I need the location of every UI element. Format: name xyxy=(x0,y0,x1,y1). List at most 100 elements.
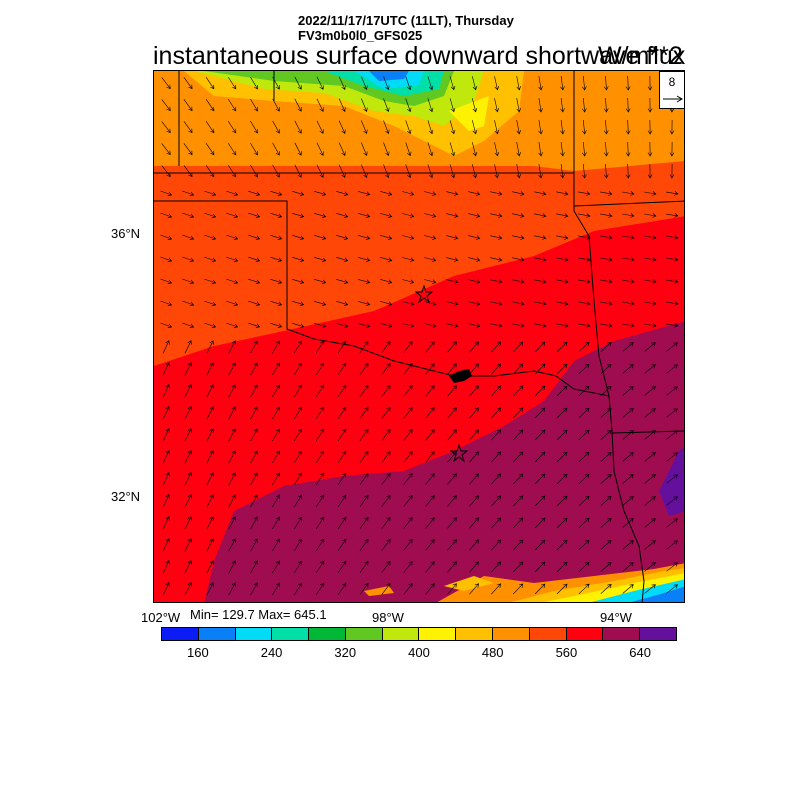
wind-vector-arrow xyxy=(381,538,391,551)
wind-vector-arrow xyxy=(205,99,215,112)
wind-vector-arrow xyxy=(512,301,525,306)
wind-vector-arrow xyxy=(666,562,678,572)
wind-vector-arrow xyxy=(446,301,459,306)
wind-vector-arrow xyxy=(560,164,565,179)
wind-vector-arrow xyxy=(512,213,525,218)
wind-vector-arrow xyxy=(405,164,412,179)
wind-vector-arrow xyxy=(383,120,390,135)
wind-vector-arrow xyxy=(603,75,609,91)
wind-vector-arrow xyxy=(468,323,481,328)
wind-vector-arrow xyxy=(582,163,587,179)
wind-vector-arrow xyxy=(206,362,214,376)
wind-vector-arrow xyxy=(294,428,303,442)
legend-swatch xyxy=(198,628,236,640)
wind-vector-arrow xyxy=(622,430,634,440)
wind-vector-arrow xyxy=(472,120,478,135)
wind-vector-arrow xyxy=(512,451,524,463)
wind-vector-arrow xyxy=(534,539,546,551)
wind-vector-arrow xyxy=(294,340,303,354)
wind-vector-arrow xyxy=(315,406,325,420)
wind-vector-arrow xyxy=(206,538,214,552)
wind-vector-arrow xyxy=(314,191,327,196)
wind-vector-arrow xyxy=(182,300,195,307)
wind-vector-arrow xyxy=(337,538,347,551)
wind-vector-arrow xyxy=(534,407,546,419)
wind-vector-arrow xyxy=(314,213,327,218)
wind-vector-arrow xyxy=(622,496,634,506)
wind-vector-arrow xyxy=(294,450,303,464)
wind-vector-arrow xyxy=(183,165,193,178)
wind-vector-arrow xyxy=(560,98,565,113)
wind-vector-arrow xyxy=(359,384,369,397)
wind-vector-arrow xyxy=(622,191,635,196)
wind-vector-arrow xyxy=(449,76,456,91)
wind-vector-arrow xyxy=(184,406,192,420)
legend-swatch xyxy=(382,628,420,640)
wind-vector-arrow xyxy=(534,385,546,397)
wind-vector-arrow xyxy=(383,142,390,157)
wind-vector-arrow xyxy=(600,540,612,550)
wind-vector-arrow xyxy=(403,561,413,573)
wind-vector-arrow xyxy=(403,385,413,397)
wind-vector-arrow xyxy=(622,342,634,352)
wind-vector-arrow xyxy=(162,450,170,464)
wind-vector-arrow xyxy=(666,235,679,240)
wind-vector-arrow xyxy=(516,164,521,179)
wind-vector-arrow xyxy=(314,235,327,240)
wind-vector-arrow xyxy=(556,451,568,463)
wind-vector-arrow xyxy=(205,121,215,134)
wind-vector-arrow xyxy=(228,362,236,376)
legend-swatch xyxy=(493,628,530,640)
wind-vector-arrow xyxy=(669,119,675,135)
wind-vector-arrow xyxy=(556,235,569,240)
wind-vector-arrow xyxy=(494,120,500,135)
wind-vector-arrow xyxy=(315,428,325,442)
wind-vector-arrow xyxy=(666,452,678,462)
wind-vector-arrow xyxy=(162,362,170,376)
wind-vector-arrow xyxy=(337,340,347,353)
wind-vector-arrow xyxy=(184,428,192,442)
wind-vector-arrow xyxy=(381,560,391,573)
legend-label: 320 xyxy=(334,645,357,660)
wind-vector-arrow xyxy=(272,516,280,530)
wind-vector-arrow xyxy=(315,494,325,508)
wind-vector-arrow xyxy=(161,143,171,156)
wind-vector-arrow xyxy=(469,495,479,507)
wind-vector-arrow xyxy=(248,256,261,263)
wind-vector-arrow xyxy=(622,213,635,218)
wind-vector-arrow xyxy=(582,97,587,113)
wind-vector-arrow xyxy=(182,322,195,329)
wind-vector-arrow xyxy=(600,386,612,396)
wind-vector-arrow xyxy=(272,582,280,596)
wind-vector-arrow xyxy=(469,385,479,397)
wind-vector-arrow xyxy=(250,560,258,574)
legend-label: 480 xyxy=(481,645,504,660)
station-markers xyxy=(414,284,469,463)
wind-vector-arrow xyxy=(250,362,258,376)
wind-vector-arrow xyxy=(447,341,457,353)
wind-vector-arrow xyxy=(425,429,435,441)
legend-swatch xyxy=(345,628,383,640)
wind-vector-arrow xyxy=(446,323,459,328)
wind-vector-arrow xyxy=(666,386,678,396)
wind-vector-arrow xyxy=(491,429,502,441)
wind-vector-arrow xyxy=(403,539,413,551)
flux-band-purple xyxy=(659,447,684,516)
wind-vector-arrow xyxy=(512,279,525,284)
wind-vector-arrow xyxy=(582,141,587,157)
wind-vector-arrow xyxy=(644,301,657,306)
wind-vector-arrow xyxy=(402,191,415,196)
wind-vector-arrow xyxy=(315,560,325,574)
wind-vector-arrow xyxy=(250,120,258,134)
wind-vector-arrow xyxy=(578,363,590,375)
wind-vector-arrow xyxy=(666,518,678,528)
wind-vector-arrow xyxy=(403,517,413,529)
legend-swatch xyxy=(309,628,346,640)
wind-vector-arrow xyxy=(184,560,192,574)
wind-vector-arrow xyxy=(556,517,568,529)
wind-vector-arrow xyxy=(183,121,193,134)
legend-label: 400 xyxy=(408,645,430,660)
wind-vector-arrow xyxy=(512,363,524,375)
wind-vector-arrow xyxy=(644,452,656,462)
wind-vector-arrow xyxy=(314,323,327,328)
